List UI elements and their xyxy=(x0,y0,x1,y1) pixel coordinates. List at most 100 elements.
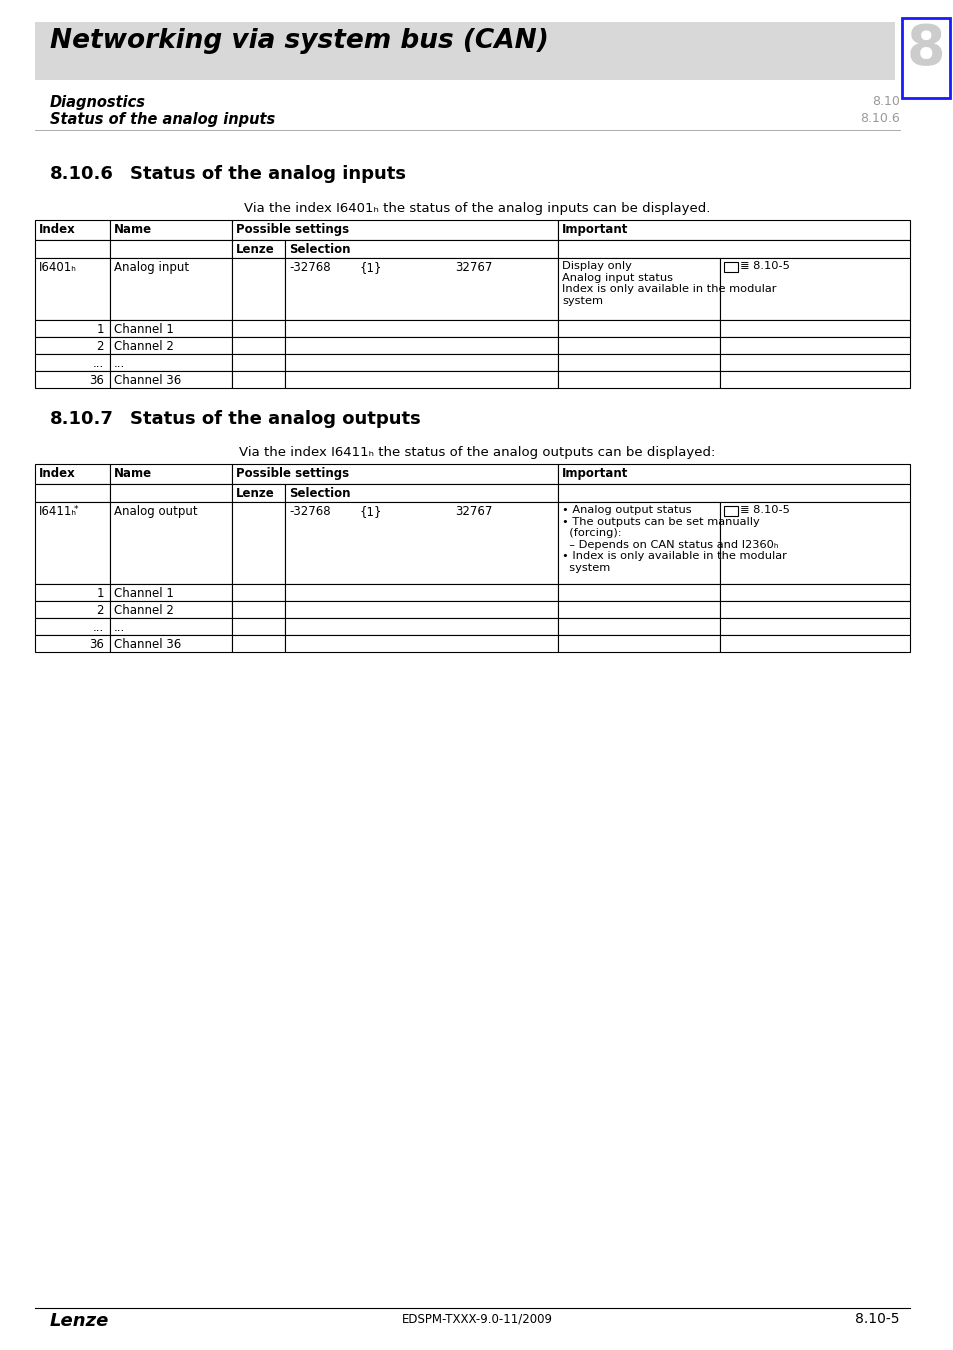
Text: 2: 2 xyxy=(96,340,104,352)
Text: 8.10.7: 8.10.7 xyxy=(50,410,113,428)
Text: 8: 8 xyxy=(905,22,944,76)
Text: ...: ... xyxy=(92,621,104,634)
Text: Analog input: Analog input xyxy=(113,261,189,274)
Bar xyxy=(720,618,909,634)
Bar xyxy=(720,585,909,601)
Bar xyxy=(35,371,110,387)
Bar xyxy=(232,320,285,338)
Text: EDSPM-TXXX-9.0-11/2009: EDSPM-TXXX-9.0-11/2009 xyxy=(401,1312,552,1324)
Bar xyxy=(232,258,285,320)
Bar xyxy=(285,240,558,258)
Bar xyxy=(35,22,894,80)
Bar xyxy=(35,485,110,502)
Text: Channel 2: Channel 2 xyxy=(113,340,173,352)
Bar xyxy=(558,258,720,320)
Text: {1}: {1} xyxy=(359,261,382,274)
Bar xyxy=(35,464,110,485)
Bar xyxy=(35,320,110,338)
Bar xyxy=(720,634,909,652)
Bar xyxy=(35,338,110,354)
Bar xyxy=(232,240,285,258)
Bar xyxy=(35,618,110,634)
Text: ≣ 8.10-5: ≣ 8.10-5 xyxy=(740,261,789,271)
Text: Status of the analog outputs: Status of the analog outputs xyxy=(130,410,420,428)
Bar xyxy=(720,338,909,354)
Bar xyxy=(558,320,720,338)
Bar xyxy=(901,18,949,99)
Bar xyxy=(285,601,558,618)
Bar xyxy=(232,371,285,387)
Bar xyxy=(723,506,738,516)
Bar xyxy=(285,634,558,652)
Bar xyxy=(35,354,110,371)
Text: Via the index I6411ₕ the status of the analog outputs can be displayed:: Via the index I6411ₕ the status of the a… xyxy=(238,446,715,459)
Bar xyxy=(285,502,558,585)
Bar xyxy=(558,240,909,258)
Text: 2: 2 xyxy=(96,603,104,617)
Bar xyxy=(558,502,720,585)
Bar xyxy=(35,502,110,585)
Bar xyxy=(558,464,909,485)
Bar xyxy=(723,262,738,271)
Bar xyxy=(232,601,285,618)
Bar xyxy=(110,240,232,258)
Text: I6411ₕ: I6411ₕ xyxy=(39,505,77,518)
Text: • Analog output status
• The outputs can be set manually
  (forcing):
  – Depend: • Analog output status • The outputs can… xyxy=(561,505,786,572)
Text: Important: Important xyxy=(561,467,628,481)
Text: ...: ... xyxy=(92,356,104,370)
Bar xyxy=(35,634,110,652)
Text: Channel 2: Channel 2 xyxy=(113,603,173,617)
Bar xyxy=(35,240,110,258)
Text: Lenze: Lenze xyxy=(235,487,274,500)
Bar xyxy=(558,220,909,240)
Text: 8.10: 8.10 xyxy=(871,95,899,108)
Bar xyxy=(558,634,720,652)
Bar xyxy=(110,354,232,371)
Bar xyxy=(720,354,909,371)
Text: Channel 36: Channel 36 xyxy=(113,374,181,387)
Bar xyxy=(110,338,232,354)
Bar xyxy=(285,338,558,354)
Text: Index: Index xyxy=(39,223,75,236)
Bar xyxy=(110,502,232,585)
Text: Status of the analog inputs: Status of the analog inputs xyxy=(50,112,275,127)
Bar xyxy=(558,371,720,387)
Bar xyxy=(558,485,909,502)
Text: 36: 36 xyxy=(89,374,104,387)
Bar xyxy=(285,485,558,502)
Bar xyxy=(110,258,232,320)
Text: Index: Index xyxy=(39,467,75,481)
Text: Networking via system bus (CAN): Networking via system bus (CAN) xyxy=(50,28,548,54)
Text: -32768: -32768 xyxy=(289,505,331,518)
Text: Via the index I6401ₕ the status of the analog inputs can be displayed.: Via the index I6401ₕ the status of the a… xyxy=(244,202,709,215)
Text: 36: 36 xyxy=(89,639,104,651)
Text: Channel 1: Channel 1 xyxy=(113,587,173,599)
Bar xyxy=(232,338,285,354)
Bar xyxy=(720,258,909,320)
Bar xyxy=(720,601,909,618)
Bar xyxy=(110,320,232,338)
Bar xyxy=(35,601,110,618)
Bar xyxy=(35,220,110,240)
Bar xyxy=(232,502,285,585)
Bar xyxy=(232,634,285,652)
Bar xyxy=(35,585,110,601)
Text: *: * xyxy=(74,505,78,514)
Bar xyxy=(558,585,720,601)
Text: Channel 1: Channel 1 xyxy=(113,323,173,336)
Bar xyxy=(285,585,558,601)
Text: ...: ... xyxy=(113,356,125,370)
Text: 32767: 32767 xyxy=(455,505,492,518)
Text: I6401ₕ: I6401ₕ xyxy=(39,261,77,274)
Text: Lenze: Lenze xyxy=(50,1312,110,1330)
Text: Name: Name xyxy=(113,223,152,236)
Text: Name: Name xyxy=(113,467,152,481)
Bar xyxy=(232,220,558,240)
Text: Display only
Analog input status
Index is only available in the modular
system: Display only Analog input status Index i… xyxy=(561,261,776,306)
Text: Important: Important xyxy=(561,223,628,236)
Bar xyxy=(720,320,909,338)
Bar xyxy=(558,601,720,618)
Bar xyxy=(558,338,720,354)
Bar xyxy=(232,618,285,634)
Bar xyxy=(110,464,232,485)
